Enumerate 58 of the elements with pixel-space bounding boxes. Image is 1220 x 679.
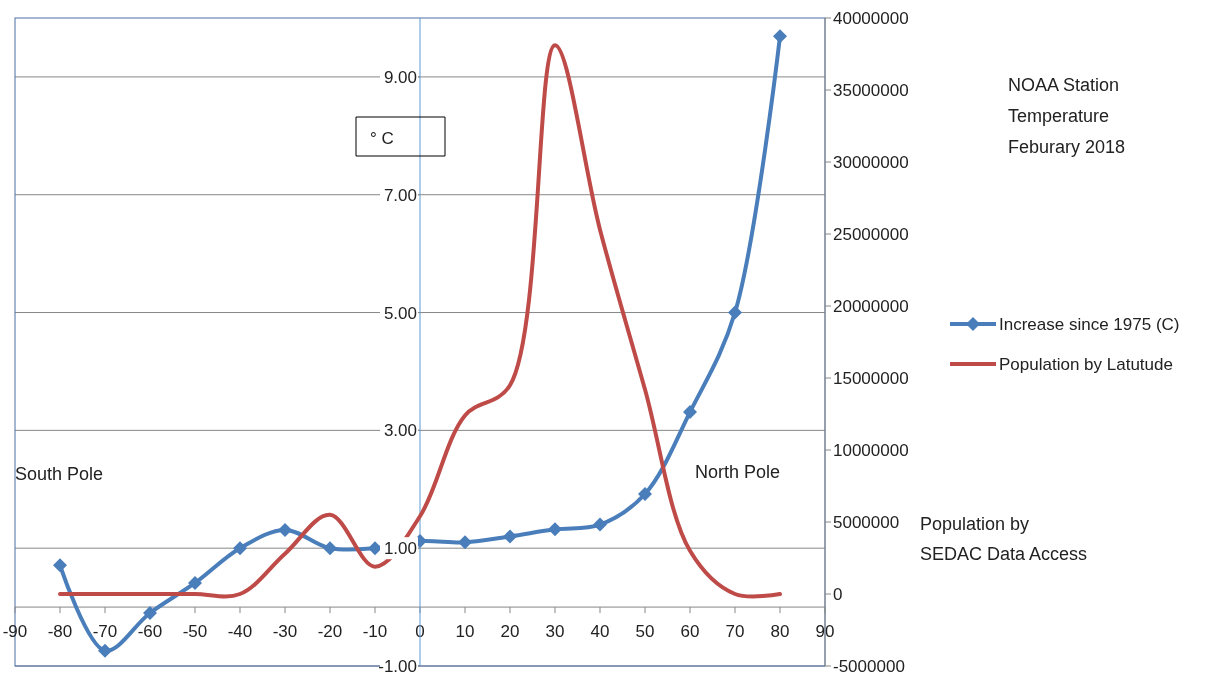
point bbox=[458, 535, 472, 550]
x-tick-label: -10 bbox=[362, 622, 388, 642]
y2-tick-label: 25000000 bbox=[833, 225, 909, 244]
y-tick-label: -1.00 bbox=[378, 657, 417, 676]
x-tick-label: -30 bbox=[272, 622, 298, 642]
point bbox=[503, 529, 517, 544]
x-tick-label: 70 bbox=[725, 622, 745, 642]
x-tick-label: 0 bbox=[415, 622, 425, 642]
point bbox=[728, 305, 742, 320]
y2-tick-label: 30000000 bbox=[833, 153, 909, 172]
point bbox=[773, 29, 787, 44]
x-tick-label: 80 bbox=[770, 622, 790, 642]
x-tick-label: -20 bbox=[317, 622, 343, 642]
x-tick-label: -90 bbox=[2, 622, 28, 642]
annotation: South Pole bbox=[15, 464, 104, 484]
y2-tick-label: 20000000 bbox=[833, 297, 909, 316]
legend-label: Increase since 1975 (C) bbox=[999, 315, 1180, 334]
y-tick-label: 7.00 bbox=[383, 185, 417, 205]
x-tick-label: 40 bbox=[590, 622, 610, 642]
x-tick-label: -70 bbox=[92, 622, 118, 642]
x-tick-label: 20 bbox=[500, 622, 520, 642]
y2-tick-label: 35000000 bbox=[833, 81, 909, 100]
x-tick-label: 10 bbox=[455, 622, 475, 642]
y-axis-title: ° C bbox=[370, 129, 394, 148]
y-tick-label: 5.00 bbox=[383, 303, 417, 323]
point bbox=[638, 486, 652, 501]
y2-tick-label: 10000000 bbox=[833, 441, 909, 460]
x-tick-label: 90 bbox=[815, 622, 835, 642]
y2-tick-label: -5000000 bbox=[833, 657, 905, 676]
x-tick-label: -60 bbox=[137, 622, 163, 642]
point bbox=[278, 522, 292, 537]
y-tick-label: 1.00 bbox=[383, 539, 417, 559]
x-tick-label: -40 bbox=[227, 622, 253, 642]
point bbox=[368, 541, 382, 556]
x-tick-label: -50 bbox=[182, 622, 208, 642]
legend-label: Population by Latutude bbox=[999, 355, 1173, 374]
point bbox=[143, 605, 157, 620]
text: NOAA Station Temperature Feburary 2018 bbox=[1008, 75, 1126, 157]
y-tick-label: 3.00 bbox=[383, 421, 417, 441]
y2-tick-label: 0 bbox=[833, 585, 843, 604]
y2-tick-label: 40000000 bbox=[833, 9, 909, 28]
x-tick-label: 50 bbox=[635, 622, 655, 642]
x-tick-label: 60 bbox=[680, 622, 700, 642]
y2-tick-label: 5000000 bbox=[833, 513, 900, 532]
y2-tick-label: 15000000 bbox=[833, 369, 909, 388]
point bbox=[53, 558, 67, 573]
point bbox=[683, 405, 697, 420]
point bbox=[233, 541, 247, 556]
y-tick-label: 9.00 bbox=[383, 67, 417, 87]
x-tick-label: 30 bbox=[545, 622, 565, 642]
point bbox=[548, 522, 562, 537]
annotation: North Pole bbox=[695, 462, 781, 482]
point bbox=[593, 517, 607, 532]
point bbox=[98, 643, 112, 658]
x-tick-label: -80 bbox=[47, 622, 73, 642]
text: Population by SEDAC Data Access bbox=[920, 514, 1088, 564]
point bbox=[188, 575, 202, 590]
point bbox=[323, 541, 337, 556]
